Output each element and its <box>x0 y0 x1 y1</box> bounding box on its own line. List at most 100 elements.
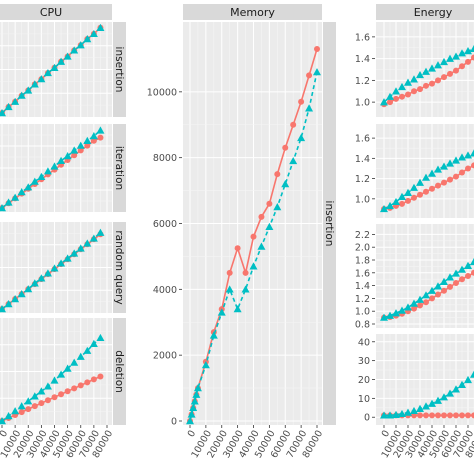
data-point-circle <box>471 54 474 61</box>
data-point-triangle <box>96 23 105 31</box>
data-point-circle <box>429 185 435 192</box>
data-point-triangle <box>233 305 242 313</box>
strip-right <box>113 124 126 212</box>
data-point-circle <box>266 200 273 207</box>
data-point-triangle <box>464 151 472 159</box>
data-point-triangle <box>43 382 52 390</box>
x-tick-label: 0 <box>186 429 199 440</box>
data-point-triangle <box>392 87 400 95</box>
y-tick-label: 1.0 <box>355 98 370 109</box>
strip-right <box>113 222 126 313</box>
y-tick-label: 1.2 <box>355 76 370 87</box>
strip-title: Energy <box>414 6 453 19</box>
data-point-triangle <box>57 156 66 164</box>
data-point-triangle <box>24 183 33 191</box>
strip-right <box>113 22 126 117</box>
data-point-triangle <box>50 162 59 170</box>
data-point-triangle <box>17 402 26 410</box>
y-tick-label: 1.8 <box>355 256 370 267</box>
data-point-triangle <box>416 178 424 186</box>
data-point-triangle <box>452 269 460 277</box>
data-point-triangle <box>428 64 436 72</box>
data-point-circle <box>465 58 471 65</box>
data-point-circle <box>314 46 320 53</box>
data-point-triangle <box>37 274 46 282</box>
data-point-circle <box>471 162 474 169</box>
data-point-circle <box>471 412 474 419</box>
data-point-triangle <box>416 70 424 79</box>
data-point-triangle <box>380 98 388 106</box>
data-point-triangle <box>76 352 85 360</box>
data-point-triangle <box>70 146 79 154</box>
data-point-circle <box>18 409 25 416</box>
data-point-triangle <box>189 403 198 412</box>
strip-top-1 <box>183 4 322 20</box>
y-tick-label: 1.0 <box>355 307 370 318</box>
data-point-triangle <box>410 406 418 415</box>
data-point-triangle <box>89 339 98 347</box>
data-point-triangle <box>192 390 201 398</box>
panel-1-0: 0 2000 4000 6000 8000 10000 insertion <box>147 22 336 428</box>
data-point-circle <box>465 273 471 279</box>
data-point-circle <box>71 385 78 392</box>
data-point-triangle <box>281 180 290 188</box>
data-point-circle <box>453 412 459 419</box>
data-point-triangle <box>265 222 274 230</box>
data-point-triangle <box>404 408 412 416</box>
data-point-triangle <box>0 305 6 313</box>
data-point-triangle <box>446 159 454 167</box>
data-point-triangle <box>380 411 388 419</box>
y-tick-label: 10000 <box>147 87 177 98</box>
data-point-triangle <box>89 132 98 140</box>
data-point-triangle <box>470 370 474 378</box>
data-point-triangle <box>452 156 460 164</box>
data-point-triangle <box>305 104 314 112</box>
data-point-triangle <box>96 126 105 134</box>
data-point-circle <box>447 412 453 419</box>
data-point-triangle <box>76 41 85 49</box>
data-point-triangle <box>410 75 418 83</box>
x-tick-label: 0 <box>0 429 10 440</box>
data-point-triangle <box>186 417 194 425</box>
data-point-triangle <box>297 133 306 142</box>
data-point-triangle <box>30 177 39 185</box>
data-point-triangle <box>24 397 33 405</box>
data-point-circle <box>411 88 417 95</box>
data-point-circle <box>399 200 405 207</box>
data-point-triangle <box>11 193 20 201</box>
y-tick-label: 2000 <box>153 351 177 362</box>
panel-2-3: 0 10 20 30 40 <box>358 334 474 425</box>
data-point-triangle <box>63 152 72 160</box>
data-point-triangle <box>434 165 442 173</box>
data-point-circle <box>90 137 97 144</box>
data-point-triangle <box>43 167 52 175</box>
data-point-triangle <box>249 262 258 270</box>
data-point-triangle <box>50 376 59 384</box>
data-point-circle <box>447 70 453 77</box>
data-point-circle <box>435 77 441 84</box>
y-tick-label: 1.0 <box>355 194 370 205</box>
data-point-triangle <box>422 291 430 299</box>
data-point-circle <box>447 176 453 183</box>
facet-column-energy: Energy1.01.21.41.61.01.21.41.60.81.01.21… <box>355 4 474 460</box>
data-point-circle <box>97 373 104 380</box>
y-tick-label: 1.4 <box>355 154 370 165</box>
data-point-circle <box>459 412 465 419</box>
data-point-circle <box>441 74 447 81</box>
data-point-circle <box>306 72 313 79</box>
data-point-triangle <box>458 153 466 161</box>
data-point-triangle <box>201 361 210 369</box>
data-point-triangle <box>190 397 199 405</box>
data-point-triangle <box>416 404 424 412</box>
data-point-triangle <box>416 295 424 303</box>
y-tick-label: 0 <box>171 417 177 428</box>
strip-title: CPU <box>40 6 62 19</box>
data-point-triangle <box>392 309 400 317</box>
data-point-triangle <box>446 389 454 397</box>
data-point-circle <box>84 379 91 386</box>
data-point-triangle <box>57 57 66 65</box>
y-tick-label: 8000 <box>153 153 177 164</box>
data-point-triangle <box>50 264 59 272</box>
data-point-triangle <box>440 57 448 66</box>
data-point-triangle <box>43 68 52 77</box>
